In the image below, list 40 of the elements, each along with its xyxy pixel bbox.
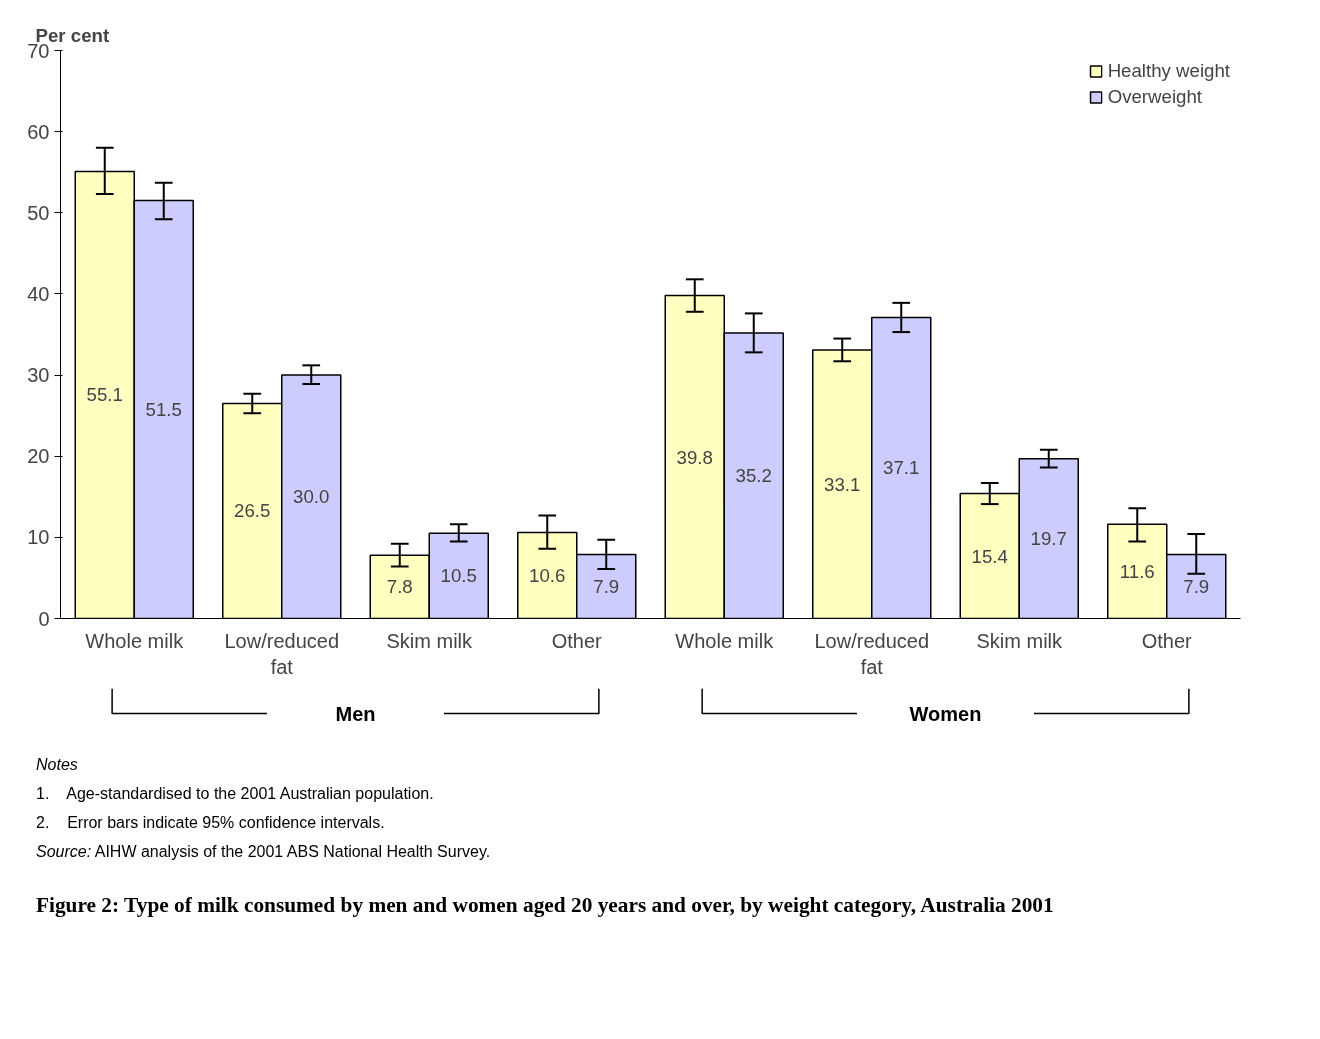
- legend-label: Overweight: [1107, 86, 1202, 108]
- x-tick-label: Skim milk: [386, 629, 474, 652]
- y-tick-label: 10: [27, 526, 50, 549]
- x-tick-label: Other: [1141, 629, 1193, 652]
- data-label: 30.0: [293, 486, 330, 508]
- data-label: 15.4: [971, 545, 1008, 567]
- data-label: 39.8: [676, 446, 713, 468]
- x-tick-label: Low/reduced fat: [814, 629, 930, 678]
- y-tick-label: 30: [27, 364, 50, 387]
- data-label: 33.1: [824, 473, 861, 495]
- data-label: 51.5: [145, 399, 182, 421]
- source-note: Source: AIHW analysis of the 2001 ABS National Health Survey.: [36, 841, 491, 862]
- data-label: 55.1: [86, 384, 123, 406]
- y-tick-label: 20: [27, 445, 50, 468]
- data-label: 7.8: [386, 576, 413, 598]
- text: 2. Error bars indicate 95% confidence intervals.: [36, 812, 386, 833]
- data-label: 11.6: [1119, 560, 1155, 582]
- text: Men: [335, 702, 376, 725]
- x-tick-label: Other: [551, 629, 603, 652]
- text: Figure 2: Type of milk consumed by men and women aged 20 years and over, by weight category, Australia 2001: [36, 893, 1054, 918]
- data-label: 35.2: [735, 465, 772, 487]
- y-tick-label: 40: [27, 282, 50, 305]
- data-label: 7.9: [593, 575, 620, 597]
- x-tick-label: Whole milk: [675, 629, 775, 652]
- data-label: 10.6: [529, 564, 566, 586]
- text: 1. Age-standardised to the 2001 Australian population.: [36, 783, 435, 804]
- x-tick-label: Whole milk: [85, 629, 185, 652]
- data-label: 37.1: [883, 457, 920, 479]
- text: Women: [909, 702, 982, 725]
- y-tick-label: 0: [38, 607, 50, 630]
- y-tick-label: 50: [27, 201, 50, 224]
- y-tick-label: 60: [27, 120, 50, 143]
- data-label: 10.5: [440, 565, 477, 587]
- text: Notes: [36, 755, 79, 775]
- data-label: 19.7: [1030, 528, 1067, 550]
- x-tick-label: Low/reduced fat: [224, 629, 340, 678]
- x-tick-label: Skim milk: [976, 629, 1064, 652]
- data-label: 26.5: [234, 500, 271, 522]
- legend-label: Healthy weight: [1107, 60, 1230, 82]
- data-label: 7.9: [1183, 575, 1210, 597]
